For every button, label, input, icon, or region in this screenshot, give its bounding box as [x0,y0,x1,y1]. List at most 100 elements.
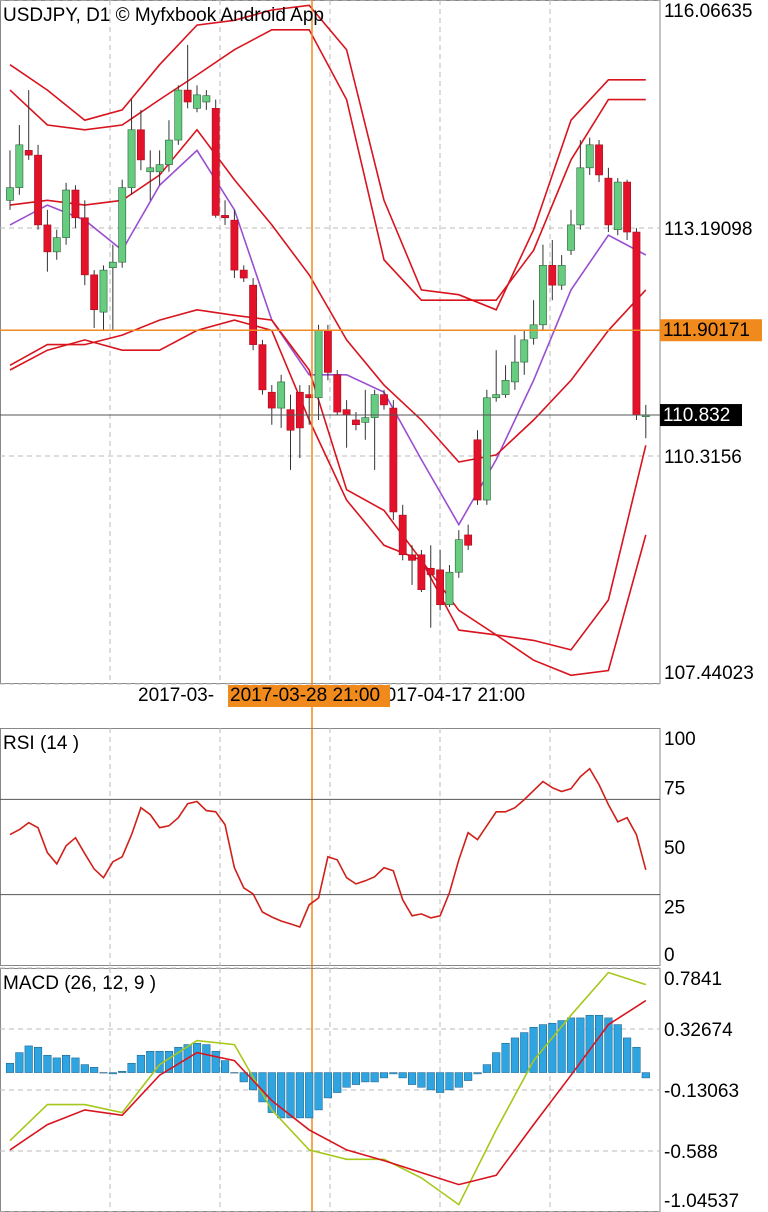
histogram-bar [62,1054,71,1073]
candle-body [295,391,304,429]
candle-body [417,554,426,590]
histogram-bar [595,1014,604,1073]
x-tick-label: 2017-03- [138,685,214,706]
candle-body [436,569,444,606]
histogram-bar [482,1064,491,1073]
histogram-bar [436,1072,445,1093]
histogram-bar [492,1052,501,1073]
y-tick-label: 107.44023 [664,663,754,684]
histogram-bar [146,1050,155,1073]
candle-body [380,394,388,406]
candle-body [510,361,519,383]
plot-area [6,4,650,677]
histogram-bar [314,1072,323,1111]
y-tick-label: -0.13063 [664,1081,739,1102]
y-tick-label: 0.7841 [664,969,722,990]
histogram-bar [351,1072,360,1085]
histogram-bar [211,1050,220,1073]
histogram-bar [15,1052,24,1073]
histogram-bar [52,1057,61,1073]
histogram-bar [295,1072,304,1119]
candle-body [595,144,603,176]
candle-body [361,417,370,423]
histogram-bar [585,1014,594,1073]
histogram-bar [239,1072,248,1083]
y-tick-label: 110.3156 [664,447,742,468]
y-tick-label: 113.19098 [664,219,752,240]
candle-body [118,187,127,263]
macd-line [9,999,647,1186]
histogram-bar [136,1054,145,1073]
candle-body [576,167,585,226]
candle-body [183,89,192,103]
candle-body [613,181,622,230]
histogram-bar [155,1050,164,1073]
histogram-bar [529,1026,538,1073]
candle-body [492,394,501,399]
crosshair-price-box [660,319,762,342]
plot-area [0,767,660,928]
candle-body [155,164,164,173]
histogram-bar [445,1072,454,1091]
last-price-label: 110.832 [663,405,730,426]
candle-body [529,324,538,339]
indicator-line [9,308,647,651]
candle-body [137,129,145,161]
histogram-bar [323,1072,332,1099]
histogram-bar [604,1017,613,1073]
candle-body [426,567,435,575]
last-price-box [660,404,742,427]
histogram-bar [174,1046,183,1073]
histogram-bar [24,1045,33,1073]
candle-body [548,265,557,286]
candle-body [24,150,33,156]
candle-body [165,139,173,165]
histogram-bar [267,1072,276,1113]
rsi-line [9,767,647,928]
chart-title: RSI (14 ) [3,733,79,754]
histogram-bar [623,1037,632,1073]
histogram-bar [277,1072,286,1119]
candle-body [567,224,575,251]
crosshair-x-box [228,685,390,707]
indicator-line [9,29,646,301]
histogram-bar [557,1020,566,1073]
candle-body [585,144,594,169]
candle-body [52,237,61,253]
x-tick-label: 2017-04-17 21:00 [375,685,525,706]
candle-body [342,409,351,416]
histogram-bar [333,1072,342,1093]
candle-body [389,407,398,513]
candle-body [352,419,360,426]
histogram-bar [454,1072,463,1088]
crosshair-price-label: 111.90171 [663,320,750,341]
histogram-bar [417,1072,426,1088]
candle-body [501,380,510,395]
histogram-bar [361,1072,370,1083]
candle-body [464,534,473,546]
histogram-bar [305,1072,314,1119]
candle-body [286,409,295,431]
histogram-bar [576,1017,585,1073]
candle-body [211,108,220,216]
candle-body [267,391,276,409]
indicator-line [9,4,646,311]
histogram-bar [34,1046,43,1073]
candle-body [454,539,463,573]
histogram-bar [118,1070,127,1073]
histogram-bar [408,1072,417,1085]
candle-body [193,94,201,109]
candle-body [43,224,52,253]
candle-body [408,554,416,561]
histogram-bar [221,1060,230,1073]
histogram-bar [510,1037,519,1073]
candle-body [80,217,89,276]
candle-body [333,374,342,413]
histogram-bar [548,1022,557,1073]
histogram-bar [5,1062,15,1073]
candle-body [202,95,211,103]
plot-area [5,971,650,1206]
histogram-bar [71,1057,80,1073]
chart-title: MACD (26, 12, 9 ) [3,973,156,994]
